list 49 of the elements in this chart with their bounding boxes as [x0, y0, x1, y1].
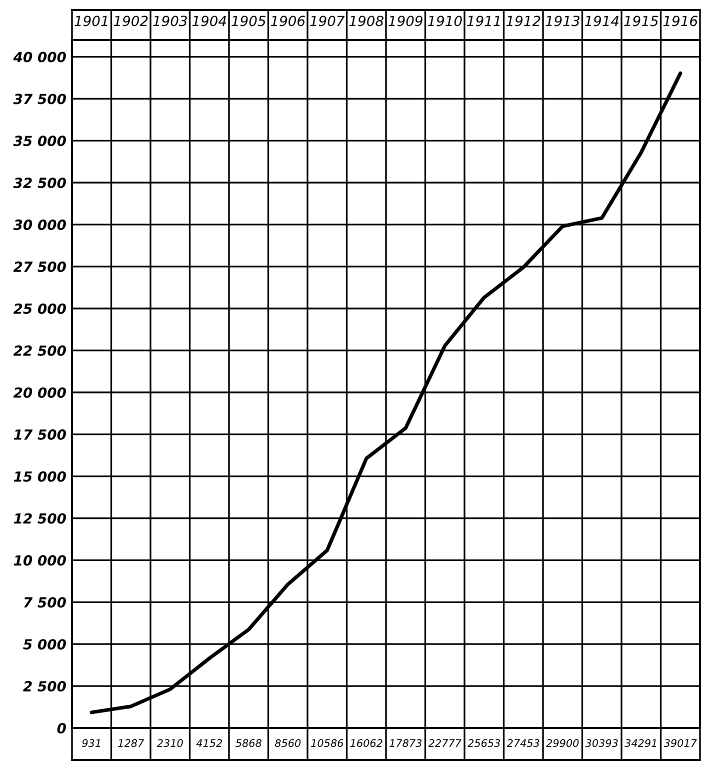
x-tick-label: 1902	[114, 16, 148, 26]
data-label: 29900	[546, 739, 579, 748]
x-tick-label: 1908	[349, 16, 384, 26]
x-tick-label: 1905	[232, 16, 266, 26]
y-tick-label: 7 500	[24, 597, 66, 608]
y-tick-label: 30 000	[13, 220, 66, 230]
y-tick-label: 0	[57, 722, 66, 734]
data-label: 34291	[624, 739, 656, 748]
data-label: 39017	[664, 739, 697, 748]
x-tick-label: 1903	[153, 16, 187, 26]
x-tick-label: 1910	[428, 16, 462, 26]
x-tick-label: 1912	[506, 16, 540, 26]
data-label: 22777	[428, 739, 462, 747]
data-label: 17873	[390, 739, 422, 748]
y-tick-label: 25 000	[13, 303, 66, 314]
x-tick-label: 1906	[270, 16, 305, 26]
x-tick-label: 1911	[467, 16, 500, 26]
data-label: 30393	[585, 739, 618, 748]
x-tick-label: 1916	[663, 16, 698, 26]
y-tick-label: 20 000	[13, 387, 66, 398]
data-label: 5868	[236, 739, 262, 748]
x-tick-label: 1909	[388, 16, 422, 26]
data-label: 1287	[118, 739, 144, 748]
data-label: 931	[82, 739, 100, 748]
y-tick-label: 40 000	[13, 52, 66, 62]
data-label: 10586	[311, 739, 344, 748]
data-label: 4152	[196, 739, 222, 748]
y-tick-label: 5 000	[23, 639, 66, 650]
y-tick-label: 15 000	[14, 471, 66, 482]
data-label: 25653	[468, 739, 500, 748]
x-tick-label: 1907	[310, 16, 345, 26]
y-tick-label: 2 500	[23, 681, 66, 692]
y-tick-label: 12 500	[14, 513, 66, 524]
y-tick-label: 32 500	[13, 178, 66, 188]
y-tick-label: 17 500	[14, 429, 66, 440]
x-tick-label: 1901	[74, 16, 108, 26]
y-tick-label: 10 000	[14, 555, 66, 566]
data-label: 16062	[350, 739, 382, 748]
y-tick-label: 27 500	[13, 262, 66, 272]
data-label: 2310	[156, 739, 183, 748]
x-tick-label: 1914	[584, 16, 619, 26]
x-tick-label: 1915	[624, 16, 658, 26]
x-tick-label: 1904	[192, 16, 226, 26]
y-tick-label: 37 500	[13, 94, 66, 104]
data-label: 27453	[506, 739, 540, 748]
x-tick-label: 1913	[546, 16, 580, 26]
data-label: 8560	[274, 739, 301, 748]
y-tick-label: 35 000	[13, 136, 66, 146]
y-tick-label: 22 500	[13, 345, 66, 356]
